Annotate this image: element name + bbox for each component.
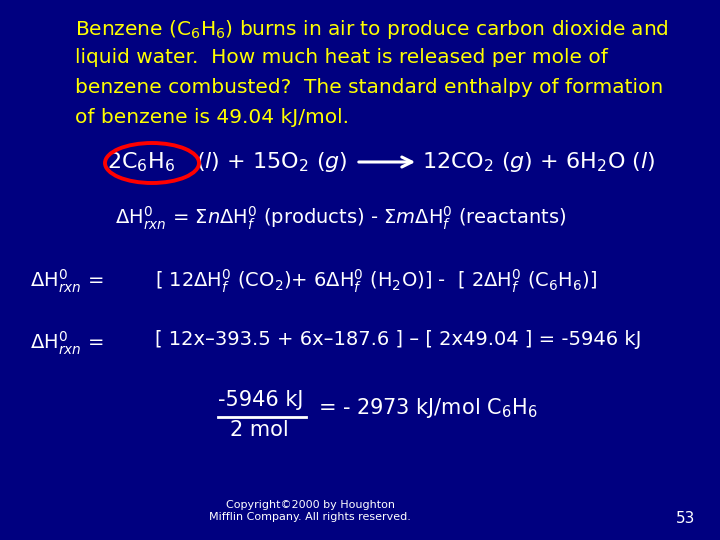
Text: 2 mol: 2 mol xyxy=(230,420,289,440)
Text: $\Delta$H$^0_{rxn}$ =: $\Delta$H$^0_{rxn}$ = xyxy=(30,330,106,357)
Text: 53: 53 xyxy=(675,511,695,526)
Text: 2C$_6$H$_6$: 2C$_6$H$_6$ xyxy=(107,150,175,173)
Text: [ 12$\Delta$H$^0_f$ (CO$_2$)+ 6$\Delta$H$^0_f$ (H$_2$O)] -  [ 2$\Delta$H$^0_f$ (: [ 12$\Delta$H$^0_f$ (CO$_2$)+ 6$\Delta$H… xyxy=(155,268,598,295)
Text: liquid water.  How much heat is released per mole of: liquid water. How much heat is released … xyxy=(75,48,608,67)
Text: Copyright©2000 by Houghton
Mifflin Company. All rights reserved.: Copyright©2000 by Houghton Mifflin Compa… xyxy=(209,501,411,522)
Text: -5946 kJ: -5946 kJ xyxy=(218,390,303,410)
Text: 12CO$_2$ ($\it{g}$) + 6H$_2$O ($\it{l}$): 12CO$_2$ ($\it{g}$) + 6H$_2$O ($\it{l}$) xyxy=(422,150,655,174)
Text: [ 12x–393.5 + 6x–187.6 ] – [ 2x49.04 ] = -5946 kJ: [ 12x–393.5 + 6x–187.6 ] – [ 2x49.04 ] =… xyxy=(155,330,642,349)
Text: benzene combusted?  The standard enthalpy of formation: benzene combusted? The standard enthalpy… xyxy=(75,78,663,97)
Text: $\Delta$H$^0_{rxn}$ =: $\Delta$H$^0_{rxn}$ = xyxy=(30,268,106,295)
Text: Benzene (C$_6$H$_6$) burns in air to produce carbon dioxide and: Benzene (C$_6$H$_6$) burns in air to pro… xyxy=(75,18,669,41)
Text: ($\it{l}$) + 15O$_2$ ($\it{g}$): ($\it{l}$) + 15O$_2$ ($\it{g}$) xyxy=(189,150,348,174)
Text: $\Delta$H$^0_{rxn}$ = $\Sigma$$\it{n}$$\Delta$H$^0_f$ (products) - $\Sigma$$\it{: $\Delta$H$^0_{rxn}$ = $\Sigma$$\it{n}$$\… xyxy=(115,205,567,232)
Text: = - 2973 kJ/mol C$_6$H$_6$: = - 2973 kJ/mol C$_6$H$_6$ xyxy=(318,396,537,420)
Text: of benzene is 49.04 kJ/mol.: of benzene is 49.04 kJ/mol. xyxy=(75,108,349,127)
